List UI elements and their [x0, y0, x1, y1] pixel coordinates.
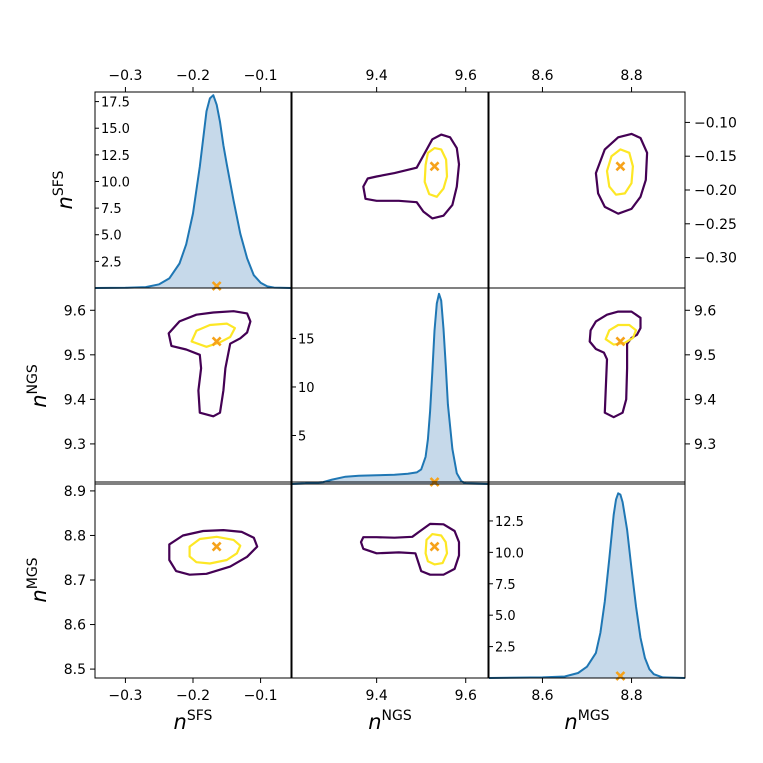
- contour-inner: [190, 322, 236, 348]
- truth-marker: [211, 281, 222, 291]
- left-axis-tick-label: 8.7: [64, 573, 86, 589]
- y-axis-label-ngs: nNGS: [25, 364, 51, 408]
- top-axis-tick-label: 8.8: [620, 68, 642, 84]
- density-tick-label: 5: [298, 429, 306, 444]
- density-tick-label: 10.0: [495, 546, 524, 561]
- truth-marker: [615, 671, 626, 681]
- density-tick-label: 2.5: [495, 641, 516, 656]
- contour-outer: [588, 310, 642, 419]
- contour-panel-ngs-sfs: [362, 133, 461, 220]
- top-axis-tick-label: 9.6: [455, 68, 477, 84]
- left-axis-tick-label: 9.5: [64, 348, 86, 364]
- density-tick-label: 7.5: [101, 202, 122, 217]
- contour-outer: [168, 529, 259, 576]
- right-axis-tick-label: −0.30: [694, 251, 737, 267]
- density-tick-label: 5.0: [495, 609, 516, 624]
- truth-marker: [429, 161, 440, 172]
- diagonal-panel-mgs: 2.5 5.0 7.5 10.0 12.5: [488, 492, 686, 681]
- bottom-axis-tick-label: −0.3: [108, 688, 142, 704]
- x-axis-label-ngs: nNGS: [368, 708, 412, 734]
- left-axis-tick-label: 9.6: [64, 303, 86, 319]
- contour-inner: [188, 535, 242, 565]
- panel-frame: [291, 287, 489, 485]
- density-tick-label: 15: [298, 332, 315, 347]
- contour-outer: [594, 132, 649, 215]
- bottom-axis-tick-label: −0.1: [244, 688, 278, 704]
- right-axis-tick-label: 9.3: [694, 437, 716, 453]
- truth-marker: [615, 161, 626, 172]
- left-axis-tick-label: 8.8: [64, 528, 86, 544]
- truth-marker: [211, 336, 222, 347]
- contour-inner: [605, 148, 634, 196]
- truth-marker: [615, 336, 626, 347]
- panel-frame: [94, 287, 292, 485]
- density-fill-ngs: [292, 293, 488, 484]
- density-fill-sfs: [95, 95, 291, 288]
- contour-outer: [359, 522, 461, 576]
- y-axis-label-sfs: nSFS: [51, 170, 77, 209]
- right-axis-tick-label: −0.15: [694, 149, 737, 165]
- density-line-sfs: [94, 94, 292, 289]
- contour-panel-mgs-ngs: [588, 310, 642, 419]
- bottom-axis-tick-label: 8.6: [531, 688, 553, 704]
- y-axis-label-mgs: nMGS: [25, 557, 51, 602]
- diagonal-panel-sfs: 2.5 5.0 7.5 10.0 12.5 15.0 17.5: [94, 94, 292, 291]
- contour-panel-mgs-sfs: [594, 132, 649, 215]
- right-axis-tick-label: 9.6: [694, 303, 716, 319]
- left-axis-tick-label: 9.3: [64, 437, 86, 453]
- density-tick-label: 15.0: [101, 122, 130, 137]
- top-axis-tick-label: −0.1: [244, 68, 278, 84]
- x-axis-label-sfs: nSFS: [174, 708, 213, 734]
- density-tick-label: 10: [298, 381, 315, 396]
- contour-panel-ngs-mgs: [359, 522, 461, 576]
- contour-inner: [423, 147, 449, 198]
- bottom-axis-tick-label: 9.4: [366, 688, 388, 704]
- bottom-axis-tick-label: −0.2: [176, 688, 210, 704]
- right-axis-tick-label: −0.10: [694, 115, 737, 131]
- bottom-axis-tick-label: 9.6: [455, 688, 477, 704]
- right-axis-tick-label: 9.5: [694, 348, 716, 364]
- contour-outer: [167, 310, 252, 418]
- contour-panel-sfs-ngs: [167, 310, 252, 418]
- truth-marker: [211, 541, 222, 552]
- right-axis-tick-label: −0.20: [694, 183, 737, 199]
- bottom-axis-tick-label: 8.8: [620, 688, 642, 704]
- density-tick-label: 2.5: [101, 255, 122, 270]
- left-axis-tick-label: 8.6: [64, 618, 86, 634]
- truth-marker: [429, 541, 440, 552]
- density-line-mgs: [488, 492, 686, 679]
- x-axis-label-mgs: nMGS: [564, 708, 609, 734]
- panel-frame: [291, 91, 489, 289]
- left-axis-tick-label: 8.5: [64, 662, 86, 678]
- density-tick-label: 12.5: [101, 149, 130, 164]
- density-tick-label: 5.0: [101, 229, 122, 244]
- density-tick-label: 7.5: [495, 578, 516, 593]
- top-axis-tick-label: 9.4: [366, 68, 388, 84]
- density-tick-label: 10.0: [101, 175, 130, 190]
- panel-frame: [488, 287, 686, 485]
- panel-frame: [291, 481, 489, 679]
- contour-panel-sfs-mgs: [168, 529, 259, 576]
- left-axis-tick-label: 9.4: [64, 392, 86, 408]
- top-axis-tick-label: 8.6: [531, 68, 553, 84]
- contour-inner: [424, 533, 449, 566]
- density-tick-label: 12.5: [495, 515, 524, 530]
- panel-frame: [488, 481, 686, 679]
- right-axis-tick-label: 9.4: [694, 392, 716, 408]
- left-axis-tick-label: 8.9: [64, 484, 86, 500]
- right-axis-tick-label: −0.25: [694, 217, 737, 233]
- diagonal-panel-ngs: 5 10 15: [291, 292, 489, 487]
- density-fill-mgs: [489, 493, 685, 678]
- panel-frame: [94, 481, 292, 679]
- panel-frame: [488, 91, 686, 289]
- top-axis-tick-label: −0.3: [108, 68, 142, 84]
- density-line-ngs: [291, 292, 489, 485]
- top-axis-tick-label: −0.2: [176, 68, 210, 84]
- contour-outer: [362, 133, 461, 220]
- density-tick-label: 17.5: [101, 96, 130, 111]
